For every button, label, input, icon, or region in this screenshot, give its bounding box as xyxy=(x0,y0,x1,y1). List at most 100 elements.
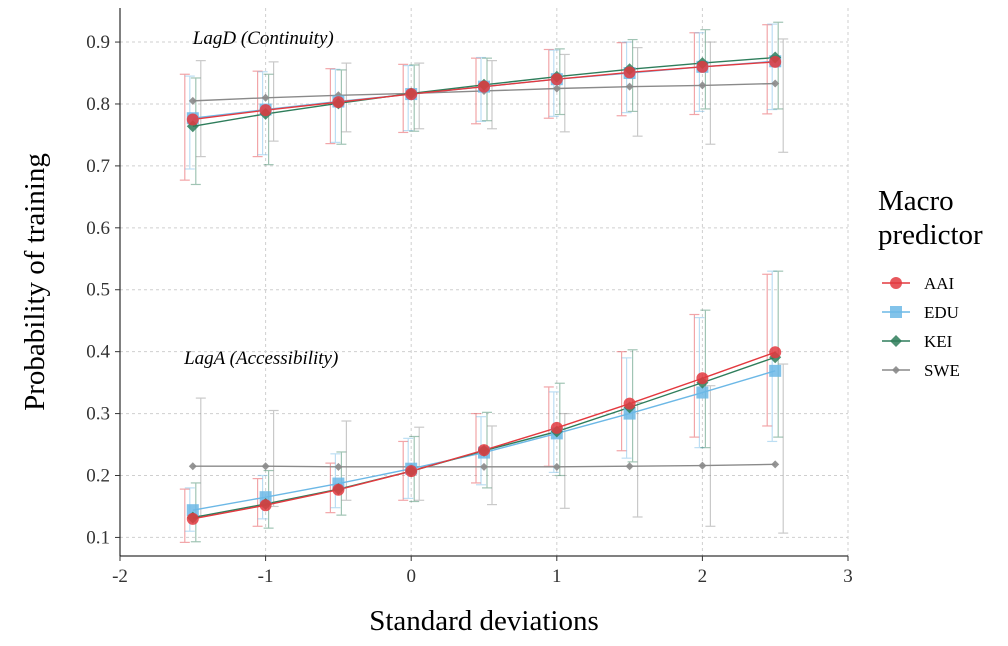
point-aai-lagd xyxy=(186,113,199,126)
point-edu-laga xyxy=(696,386,709,399)
point-swe-laga xyxy=(334,462,343,471)
point-aai-laga xyxy=(623,397,636,410)
point-swe-lagd xyxy=(552,84,561,93)
point-aai-laga xyxy=(186,512,199,525)
point-aai-lagd xyxy=(478,80,490,93)
errorbar-swe-laga xyxy=(487,425,497,506)
errorbar-aai-laga xyxy=(325,462,336,514)
errorbar-aai-lagd xyxy=(252,70,263,158)
errorbar-kei-lagd xyxy=(263,73,274,166)
errorbar-aai-lagd xyxy=(179,73,190,181)
errorbar-aai-lagd xyxy=(762,24,773,115)
errorbar-swe-laga xyxy=(632,401,643,518)
errorbar-aai-lagd xyxy=(616,42,627,117)
errorbar-swe-lagd xyxy=(195,60,206,158)
point-aai-lagd xyxy=(769,55,782,68)
point-swe-laga xyxy=(261,462,270,471)
y-tick-label: 0.2 xyxy=(86,466,110,487)
point-aai-lagd xyxy=(550,73,563,86)
point-swe-laga xyxy=(698,461,707,470)
errorbar-aai-laga xyxy=(252,477,263,527)
legend-key-marker xyxy=(890,335,902,347)
errorbar-kei-lagd xyxy=(190,77,201,186)
point-aai-laga xyxy=(405,465,418,478)
chart-text: LagD (Continuity) LagA (Accessibility) S… xyxy=(19,28,599,637)
errorbar-swe-lagd xyxy=(487,60,497,130)
errorbar-swe-laga xyxy=(778,363,789,534)
line-kei-laga xyxy=(192,356,776,519)
errorbar-swe-lagd xyxy=(559,53,570,133)
point-aai-laga xyxy=(259,499,272,512)
point-swe-laga xyxy=(625,462,634,471)
errorbar-swe-lagd xyxy=(268,61,279,142)
y-tick-label: 0.9 xyxy=(86,32,110,53)
errorbar-swe-lagd xyxy=(414,62,425,130)
annotation-laga: LagA (Accessibility) xyxy=(183,348,338,369)
point-swe-lagd xyxy=(771,79,780,88)
point-swe-lagd xyxy=(188,96,197,105)
x-tick-label: 3 xyxy=(843,566,853,587)
x-tick-label: -2 xyxy=(112,566,128,587)
point-aai-laga xyxy=(332,483,345,496)
errorbar-swe-lagd xyxy=(632,47,643,137)
legend-item-swe: SWE xyxy=(882,361,960,380)
legend-label: EDU xyxy=(924,303,959,322)
y-tick-label: 0.6 xyxy=(86,218,110,239)
y-tick-label: 0.7 xyxy=(86,156,110,177)
errorbar-aai-laga xyxy=(616,351,627,452)
point-aai-lagd xyxy=(696,60,709,73)
y-tick-label: 0.1 xyxy=(86,527,110,548)
y-axis-title: Probability of training xyxy=(19,153,51,411)
errorbar-swe-lagd xyxy=(778,38,789,153)
point-swe-lagd xyxy=(698,81,707,90)
legend-title-line: Macro xyxy=(878,185,954,217)
point-edu-laga xyxy=(623,407,636,420)
errorbar-swe-laga xyxy=(705,385,716,527)
point-swe-lagd xyxy=(625,82,634,91)
point-aai-lagd xyxy=(259,104,272,117)
point-aai-laga xyxy=(696,372,709,385)
y-tick-label: 0.4 xyxy=(86,342,110,363)
errorbar-aai-laga xyxy=(179,488,190,543)
legend: Macro predictor AAI EDU KEI SWE xyxy=(878,185,983,380)
legend-key-marker xyxy=(890,306,902,318)
point-swe-laga xyxy=(480,462,488,471)
x-tick-label: 0 xyxy=(406,566,416,587)
point-aai-lagd xyxy=(623,66,636,79)
point-aai-lagd xyxy=(332,96,345,109)
point-aai-lagd xyxy=(405,88,418,101)
errorbar-aai-lagd xyxy=(689,32,700,116)
series-points xyxy=(186,51,782,525)
point-edu-laga xyxy=(186,504,199,517)
annotation-lagd: LagD (Continuity) xyxy=(192,28,334,49)
legend-key-marker xyxy=(892,366,900,374)
legend-label: SWE xyxy=(924,361,960,380)
point-swe-lagd xyxy=(261,93,270,102)
x-tick-label: 1 xyxy=(552,566,562,587)
point-aai-laga xyxy=(478,444,490,457)
point-aai-laga xyxy=(769,346,782,359)
errorbar-aai-laga xyxy=(689,313,700,438)
errorbar-swe-laga xyxy=(195,397,206,517)
point-swe-laga xyxy=(771,460,780,469)
point-aai-laga xyxy=(550,421,563,434)
legend-label: AAI xyxy=(924,274,955,293)
x-tick-label: 2 xyxy=(698,566,708,587)
errorbar-swe-lagd xyxy=(705,41,716,145)
errorbar-aai-laga xyxy=(471,412,481,484)
errorbar-aai-laga xyxy=(762,273,773,427)
y-tick-label: 0.3 xyxy=(86,404,110,425)
legend-item-kei: KEI xyxy=(882,332,953,351)
point-swe-laga xyxy=(552,462,561,471)
x-tick-label: -1 xyxy=(258,566,274,587)
legend-label: KEI xyxy=(924,332,953,351)
legend-title-line: predictor xyxy=(878,219,983,251)
y-tick-label: 0.8 xyxy=(86,94,110,115)
y-tick-label: 0.5 xyxy=(86,280,110,301)
errorbar-swe-laga xyxy=(414,426,425,501)
legend-item-aai: AAI xyxy=(882,274,955,293)
errorbar-aai-lagd xyxy=(543,48,554,119)
point-edu-laga xyxy=(769,364,782,377)
legend-item-edu: EDU xyxy=(882,303,959,322)
